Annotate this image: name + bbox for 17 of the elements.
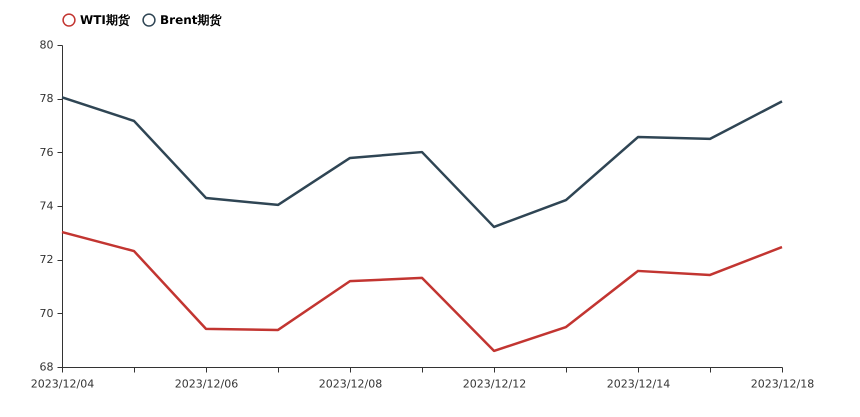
y-tick-label: 74	[40, 200, 54, 212]
x-tick-label: 2023/12/04	[30, 378, 94, 390]
y-tick-label: 68	[40, 360, 54, 374]
y-tick-label: 80	[40, 38, 54, 52]
y-tick-label: 72	[40, 253, 54, 266]
line-series	[60, 96, 784, 228]
x-tick-label: 2023/12/06	[174, 378, 238, 390]
legend-label: WTI期货	[80, 13, 131, 28]
x-tick-label: 2023/12/08	[318, 378, 382, 390]
x-tick-label: 2023/12/14	[606, 378, 670, 390]
y-tick-label: 76	[40, 146, 54, 159]
y-tick-label: 78	[40, 92, 54, 106]
x-tick-label: 2023/12/12	[462, 378, 526, 390]
y-tick-label: 70	[40, 306, 54, 320]
x-tick-label: 2023/12/18	[750, 378, 814, 390]
line-series	[60, 230, 784, 352]
legend-label: Brent期货	[160, 13, 222, 28]
